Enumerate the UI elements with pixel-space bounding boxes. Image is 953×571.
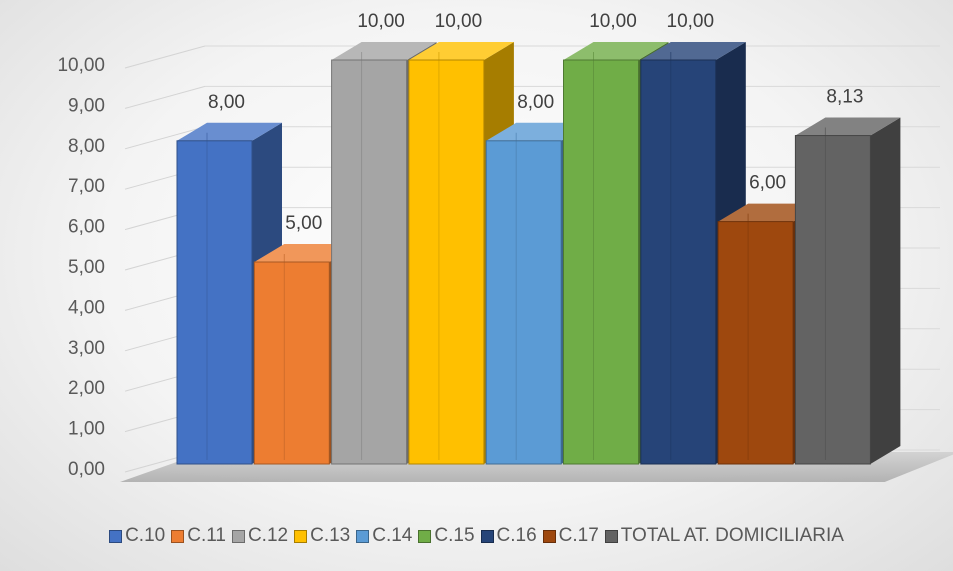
legend-label: C.11	[187, 525, 226, 546]
bar-top-face	[408, 42, 514, 60]
bar-outline	[717, 221, 794, 465]
y-tick-label: 10,00	[57, 55, 105, 76]
legend-swatch	[418, 529, 432, 543]
bar-front-face	[331, 60, 407, 464]
y-tick-label: 3,00	[68, 338, 105, 359]
legend-item: C.13	[294, 525, 350, 547]
bar-outline	[331, 59, 408, 465]
bar-top-face	[177, 122, 282, 141]
data-label: 8,13	[826, 87, 863, 108]
y-tick-label: 6,00	[68, 217, 105, 238]
bar-front-face	[177, 140, 252, 465]
y-axis: 0,00 1,00 2,00 3,00 4,00 5,00 6,00 7,00 8,00 9,00…	[57, 55, 105, 480]
bar-outline	[485, 140, 562, 465]
y-tick-label: 8,00	[68, 136, 105, 157]
data-label: 8,00	[517, 92, 554, 113]
legend-item: C.16	[480, 525, 537, 547]
bar-outline	[253, 261, 330, 465]
bar-outline	[640, 59, 717, 465]
legend-swatch	[109, 529, 123, 543]
data-label: 5,00	[285, 213, 322, 234]
bar-outline	[408, 59, 485, 465]
gridline-diagonal	[124, 85, 206, 109]
legend-label: TOTAL AT. DOMICILIARIA	[620, 525, 844, 546]
bar-front-face	[408, 60, 484, 464]
legend-item: TOTAL AT. DOMICILIARIA	[604, 525, 844, 547]
legend-item: C.12	[231, 525, 289, 547]
legend-label: C.16	[496, 525, 537, 546]
legend-swatch	[231, 529, 245, 543]
legend-item: C.10	[109, 525, 165, 547]
y-tick-label: 0,00	[68, 459, 105, 480]
bar-front-face	[486, 140, 562, 465]
bar-front-face	[254, 262, 330, 464]
bar-top-face	[331, 42, 437, 60]
bar-outline	[176, 140, 253, 465]
bar-front-face	[795, 135, 871, 464]
data-label: 6,00	[749, 173, 786, 194]
data-label: 10,00	[667, 11, 715, 32]
data-label: 8,00	[208, 92, 245, 113]
legend-swatch	[171, 529, 185, 543]
y-tick-label: 7,00	[68, 176, 105, 197]
y-tick-label: 4,00	[68, 297, 105, 318]
gridline-diagonal	[124, 126, 206, 150]
data-label: 10,00	[589, 11, 637, 32]
legend-label: C.13	[310, 525, 351, 546]
legend: C.10 C.11 C.12 C.13 C.14 C.15 C.16 C.17 TOTAL AT…	[0, 516, 953, 556]
bar-top-face	[795, 117, 901, 136]
legend-label: C.15	[434, 525, 475, 546]
legend-label: C.14	[372, 525, 413, 546]
bar-outline	[563, 59, 639, 465]
bar-side-face	[870, 117, 901, 464]
bar-front-face	[718, 221, 794, 464]
legend-item: C.15	[418, 525, 475, 547]
y-tick-label: 9,00	[68, 95, 105, 116]
bar-front-face	[563, 60, 639, 464]
legend-swatch	[294, 529, 308, 543]
legend-label: C.10	[125, 525, 166, 546]
legend-swatch	[356, 529, 370, 543]
bar-front-face	[640, 60, 716, 464]
legend-label: C.12	[247, 525, 289, 546]
legend-item: C.17	[542, 525, 599, 547]
data-label: 10,00	[357, 11, 405, 32]
bars	[176, 42, 901, 465]
y-tick-label: 2,00	[68, 378, 105, 399]
data-label: 10,00	[435, 11, 483, 32]
legend-label: C.17	[558, 525, 599, 546]
legend-swatch	[604, 529, 618, 543]
bar-top-face	[563, 42, 669, 60]
y-tick-label: 1,00	[68, 419, 105, 440]
gridline-diagonal	[124, 45, 206, 69]
legend-swatch	[480, 529, 494, 543]
data-labels: 8,00 5,00 10,00 10,00 8,00 10,00 10,00 6,00 8,13	[208, 11, 863, 234]
legend-item: C.11	[171, 525, 226, 547]
y-tick-label: 5,00	[68, 257, 105, 278]
legend-swatch	[542, 529, 556, 543]
bar-outline	[794, 135, 871, 465]
legend-item: C.14	[356, 525, 412, 547]
bar-top-face	[640, 42, 746, 60]
bar-total-at-domiciliaria	[794, 117, 901, 465]
